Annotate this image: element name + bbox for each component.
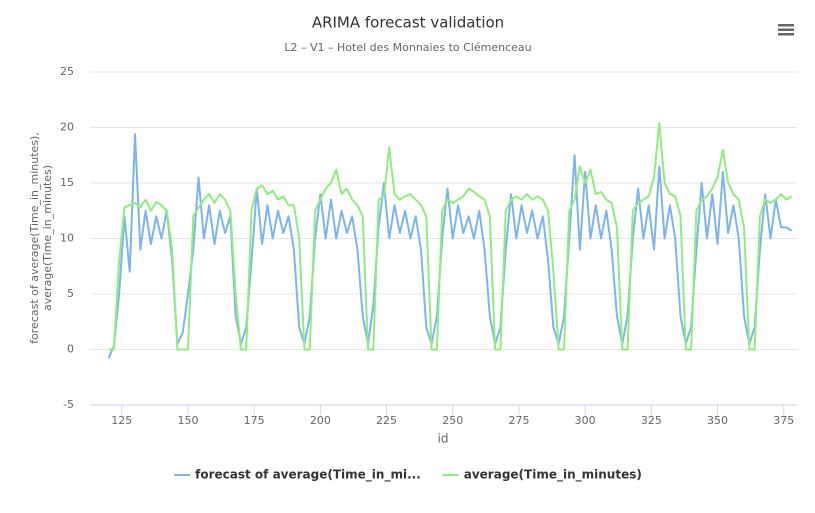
series-line [108,122,793,351]
y-tick-label: 15 [60,176,74,189]
y-tick-label: 0 [67,343,74,356]
y-tick-label: 5 [67,287,74,300]
y-tick-label: 25 [60,65,74,78]
menu-bar [778,33,794,36]
x-tick-label: 175 [244,414,265,427]
legend-label[interactable]: forecast of average(Time_in_mi... [195,468,421,483]
x-tick-label: 200 [310,414,331,427]
x-tick-label: 150 [177,414,198,427]
x-axis-title: id [438,432,449,446]
series-line [107,133,793,359]
x-tick-label: 225 [376,414,397,427]
y-axis-title: forecast of average(Time_in_minutes), [28,132,41,344]
x-tick-label: 275 [508,414,529,427]
x-tick-label: 375 [773,414,794,427]
menu-bar [778,28,794,31]
x-tick-label: 350 [707,414,728,427]
menu-button[interactable] [773,18,799,40]
legend-item[interactable]: average(Time_in_minutes) [442,468,642,483]
legend-label[interactable]: average(Time_in_minutes) [464,468,642,483]
y-tick-label: -5 [63,398,74,411]
x-tick-label: 250 [442,414,463,427]
y-tick-label: 20 [60,121,74,134]
x-tick-label: 125 [111,414,132,427]
y-axis-title: average(Time_in_minutes) [41,165,54,311]
y-tick-label: 10 [60,232,74,245]
x-tick-label: 325 [641,414,662,427]
chart-subtitle: L2 – V1 – Hotel des Monnaies to Clémence… [284,41,531,54]
x-tick-label: 300 [575,414,596,427]
menu-bar [778,24,794,27]
legend-item[interactable]: forecast of average(Time_in_mi... [174,468,421,483]
chart-title: ARIMA forecast validation [312,14,504,32]
